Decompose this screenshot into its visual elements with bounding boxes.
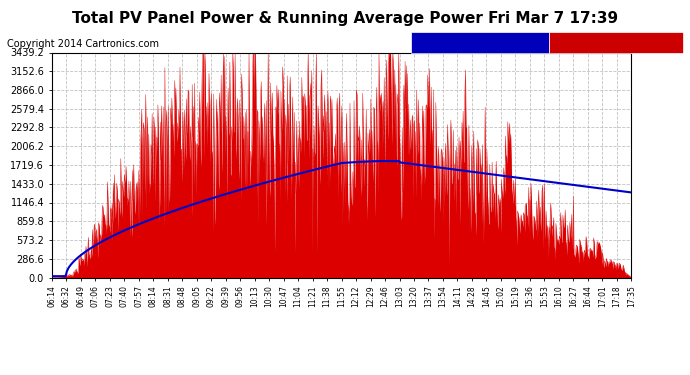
Text: PV Panels  (DC Watts): PV Panels (DC Watts) xyxy=(560,38,672,47)
Text: Copyright 2014 Cartronics.com: Copyright 2014 Cartronics.com xyxy=(7,39,159,50)
Text: Average  (DC Watts): Average (DC Watts) xyxy=(428,38,531,47)
Text: Total PV Panel Power & Running Average Power Fri Mar 7 17:39: Total PV Panel Power & Running Average P… xyxy=(72,11,618,26)
